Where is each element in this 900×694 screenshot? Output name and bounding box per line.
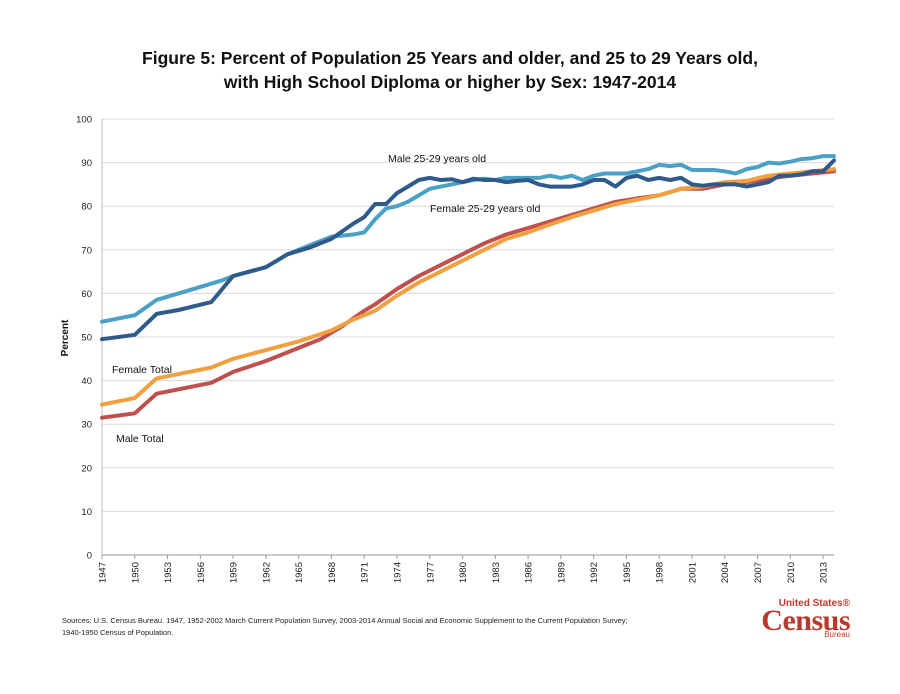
series-label-male-total: Male Total — [116, 433, 164, 445]
series-label-female-25-29-years-old: Female 25-29 years old — [430, 203, 540, 215]
chart-title-line-2: with High School Diploma or higher by Se… — [223, 72, 677, 92]
source-line-1: Sources: U.S. Census Bureau. 1947, 1952-… — [62, 616, 628, 625]
series-label-female-total: Female Total — [112, 364, 172, 376]
x-tick-label-2001: 2001 — [687, 562, 698, 583]
x-tick-label-1986: 1986 — [524, 562, 535, 583]
source-note: Sources: U.S. Census Bureau. 1947, 1952-… — [62, 615, 702, 639]
series-line-female-total — [100, 167, 836, 407]
x-tick-label-1983: 1983 — [491, 562, 502, 583]
y-tick-label-60: 60 — [81, 289, 92, 300]
x-tick-label-1953: 1953 — [163, 562, 174, 583]
x-tick-label-2004: 2004 — [720, 562, 731, 583]
logo-united-states-text: United States® — [778, 598, 850, 609]
x-tick-label-1974: 1974 — [392, 562, 403, 583]
series-lines — [100, 154, 836, 420]
y-tick-label-40: 40 — [81, 376, 92, 387]
y-tick-label-30: 30 — [81, 420, 92, 431]
chart-title: Figure 5: Percent of Population 25 Years… — [0, 46, 900, 94]
series-line-male-25-29-years-old — [100, 158, 836, 342]
y-axis-label: Percent — [60, 319, 71, 356]
x-tick-label-1998: 1998 — [655, 562, 666, 583]
y-tick-label-20: 20 — [81, 463, 92, 474]
census-logo: United States® Census Bureau — [758, 598, 858, 642]
series-label-male-25-29-years-old: Male 25-29 years old — [388, 153, 486, 165]
x-tick-labels: 1947 1950 1953 1956 1959 1962 1965 1968 1971 1974… — [98, 562, 830, 583]
x-tick-label-2007: 2007 — [753, 562, 764, 583]
x-tick-label-1995: 1995 — [622, 562, 633, 583]
series-labels: Male 25-29 years old Female 25-29 years o… — [112, 153, 540, 445]
x-tick-label-1971: 1971 — [360, 562, 371, 583]
x-tick-label-1989: 1989 — [556, 562, 567, 583]
x-tick-label-1947: 1947 — [98, 562, 109, 583]
x-tick-label-2013: 2013 — [819, 562, 830, 583]
y-tick-label-90: 90 — [81, 158, 92, 169]
y-tick-label-10: 10 — [81, 507, 92, 518]
y-tick-label-70: 70 — [81, 245, 92, 256]
x-tick-label-2010: 2010 — [786, 562, 797, 583]
x-tick-label-1956: 1956 — [196, 562, 207, 583]
x-tick-label-1992: 1992 — [589, 562, 600, 583]
y-tick-label-80: 80 — [81, 202, 92, 213]
x-tick-label-1980: 1980 — [458, 562, 469, 583]
logo-census-text: Census — [761, 604, 850, 637]
x-tick-label-1965: 1965 — [294, 562, 305, 583]
grid-lines — [102, 118, 834, 556]
x-tick-label-1962: 1962 — [261, 562, 272, 583]
y-tick-label-0: 0 — [87, 551, 92, 562]
y-tick-labels: 0 10 20 30 40 50 60 70 80 90 100 — [76, 115, 92, 562]
chart-title-line-1: Figure 5: Percent of Population 25 Years… — [142, 48, 758, 68]
logo-bureau-text: Bureau — [824, 630, 850, 639]
x-tick-label-1959: 1959 — [229, 562, 240, 583]
x-tick-label-1968: 1968 — [327, 562, 338, 583]
source-line-2: 1940-1950 Census of Population. — [62, 628, 174, 637]
axes — [101, 119, 834, 559]
series-line-female-25-29-years-old — [100, 154, 836, 324]
y-tick-label-100: 100 — [76, 115, 92, 126]
x-tick-label-1977: 1977 — [425, 562, 436, 583]
y-tick-label-50: 50 — [81, 333, 92, 344]
x-tick-label-1950: 1950 — [130, 562, 141, 583]
